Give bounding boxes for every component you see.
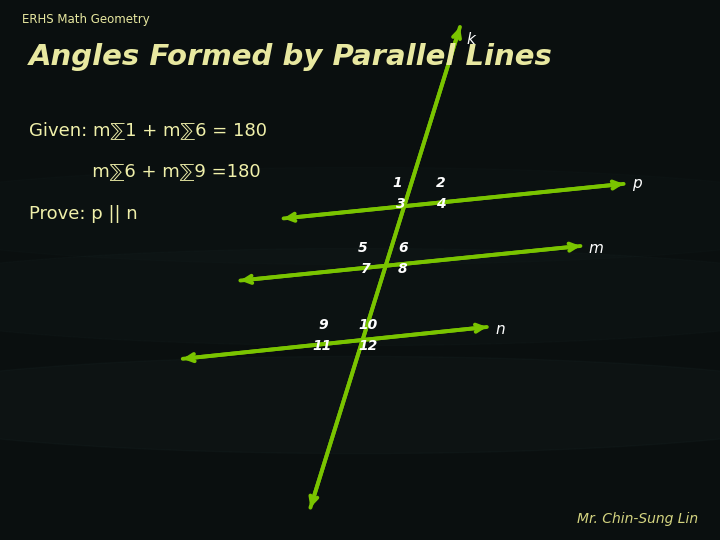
Ellipse shape <box>0 167 720 265</box>
Ellipse shape <box>0 248 720 346</box>
Text: Prove: p || n: Prove: p || n <box>29 205 138 223</box>
Text: 12: 12 <box>359 339 378 353</box>
Text: k: k <box>467 32 475 48</box>
Text: 11: 11 <box>312 339 331 353</box>
Text: Given: m⅀1 + m⅀6 = 180: Given: m⅀1 + m⅀6 = 180 <box>29 122 267 139</box>
Text: p: p <box>632 176 642 191</box>
Text: 9: 9 <box>318 318 328 332</box>
Text: 7: 7 <box>361 262 371 276</box>
Text: m: m <box>589 241 604 256</box>
Text: n: n <box>495 322 505 337</box>
Text: 3: 3 <box>397 197 406 211</box>
Text: 4: 4 <box>436 197 445 211</box>
Text: Angles Formed by Parallel Lines: Angles Formed by Parallel Lines <box>29 43 553 71</box>
Text: 8: 8 <box>398 262 408 276</box>
Text: 5: 5 <box>358 241 367 255</box>
Text: 2: 2 <box>436 176 445 190</box>
Text: m⅀6 + m⅀9 =180: m⅀6 + m⅀9 =180 <box>29 162 261 180</box>
Text: 10: 10 <box>359 318 378 332</box>
Text: 6: 6 <box>398 241 408 255</box>
Text: 1: 1 <box>392 176 402 190</box>
Ellipse shape <box>0 356 720 454</box>
Text: ERHS Math Geometry: ERHS Math Geometry <box>22 14 149 26</box>
Text: Mr. Chin-Sung Lin: Mr. Chin-Sung Lin <box>577 512 698 526</box>
